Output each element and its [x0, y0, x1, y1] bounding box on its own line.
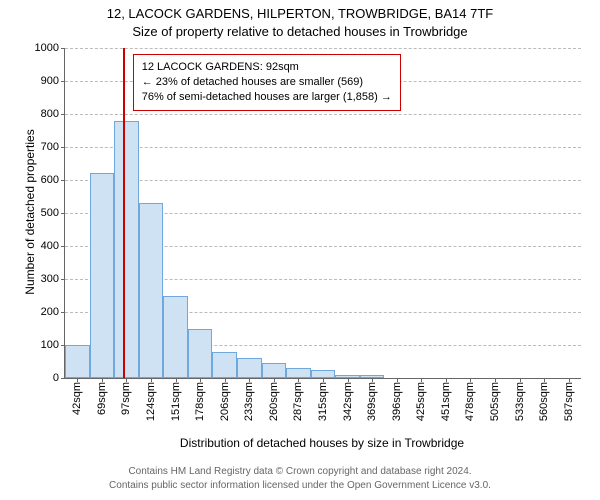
x-axis-label: Distribution of detached houses by size … [64, 436, 580, 450]
histogram-bar [262, 363, 287, 378]
x-tick-label: 533sqm [514, 378, 526, 421]
y-tick-label: 0 [53, 372, 65, 384]
histogram-bar [237, 358, 262, 378]
x-tick-label: 478sqm [464, 378, 476, 421]
chart-subtitle: Size of property relative to detached ho… [0, 24, 600, 39]
y-tick-label: 1000 [35, 42, 65, 54]
property-marker-line [123, 48, 125, 378]
histogram-bar [212, 352, 237, 378]
footer-copyright: Contains HM Land Registry data © Crown c… [0, 466, 600, 477]
x-tick-label: 369sqm [366, 378, 378, 421]
x-tick-label: 97sqm [120, 378, 132, 415]
x-tick-label: 587sqm [563, 378, 575, 421]
histogram-bar [286, 368, 311, 378]
x-tick-label: 560sqm [538, 378, 550, 421]
histogram-bar [90, 173, 115, 378]
histogram-bar [114, 121, 139, 378]
plot-area: 0100200300400500600700800900100042sqm69s… [64, 48, 581, 379]
y-axis-label: Number of detached properties [23, 112, 37, 312]
x-tick-label: 69sqm [96, 378, 108, 415]
histogram-bar [188, 329, 213, 379]
y-tick-label: 500 [41, 207, 65, 219]
gridline [65, 147, 581, 148]
chart-title-address: 12, LACOCK GARDENS, HILPERTON, TROWBRIDG… [0, 6, 600, 21]
callout-line: 12 LACOCK GARDENS: 92sqm [142, 60, 392, 75]
x-tick-label: 396sqm [391, 378, 403, 421]
x-tick-label: 178sqm [194, 378, 206, 421]
footer-license: Contains public sector information licen… [0, 480, 600, 491]
x-tick-label: 287sqm [292, 378, 304, 421]
y-tick-label: 300 [41, 273, 65, 285]
x-tick-label: 505sqm [489, 378, 501, 421]
y-tick-label: 900 [41, 75, 65, 87]
x-tick-label: 233sqm [243, 378, 255, 421]
gridline [65, 114, 581, 115]
x-tick-label: 451sqm [440, 378, 452, 421]
x-tick-label: 151sqm [170, 378, 182, 421]
gridline [65, 48, 581, 49]
y-tick-label: 100 [41, 339, 65, 351]
histogram-bar [65, 345, 90, 378]
callout-line: 76% of semi-detached houses are larger (… [142, 90, 392, 105]
x-tick-label: 315sqm [317, 378, 329, 421]
x-tick-label: 425sqm [415, 378, 427, 421]
histogram-bar [311, 370, 336, 378]
y-tick-label: 600 [41, 174, 65, 186]
gridline [65, 180, 581, 181]
callout-line: ← 23% of detached houses are smaller (56… [142, 75, 392, 90]
x-tick-label: 206sqm [219, 378, 231, 421]
y-tick-label: 700 [41, 141, 65, 153]
property-callout: 12 LACOCK GARDENS: 92sqm← 23% of detache… [133, 54, 401, 111]
histogram-bar [163, 296, 188, 379]
x-tick-label: 124sqm [145, 378, 157, 421]
y-tick-label: 400 [41, 240, 65, 252]
x-tick-label: 342sqm [342, 378, 354, 421]
x-tick-label: 42sqm [71, 378, 83, 415]
histogram-bar [139, 203, 164, 378]
histogram-chart: 12, LACOCK GARDENS, HILPERTON, TROWBRIDG… [0, 0, 600, 500]
y-tick-label: 800 [41, 108, 65, 120]
y-tick-label: 200 [41, 306, 65, 318]
x-tick-label: 260sqm [268, 378, 280, 421]
